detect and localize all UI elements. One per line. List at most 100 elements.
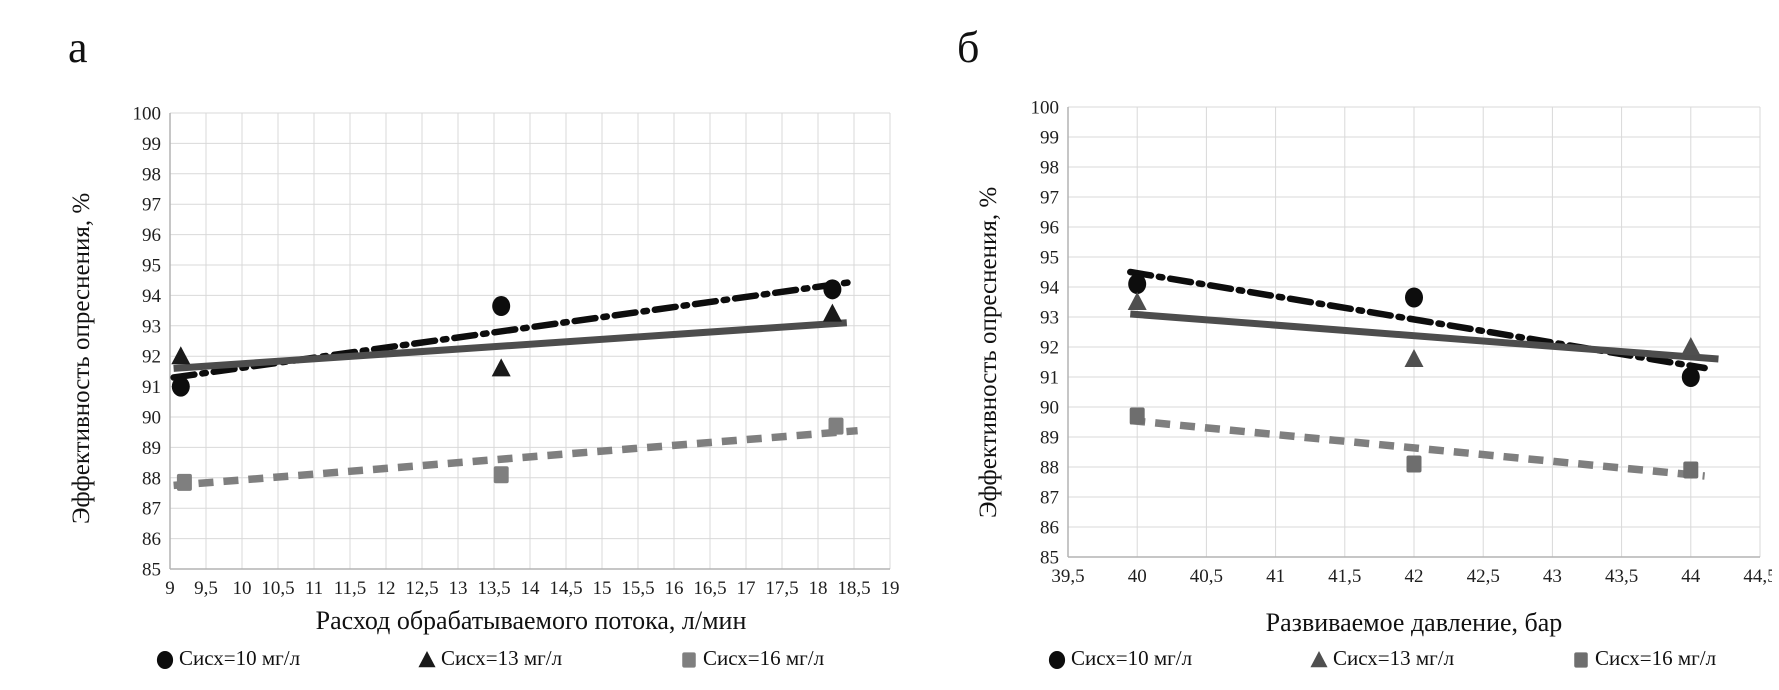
y-tick-label: 88 xyxy=(142,468,161,489)
legend-label: Сисх=10 мг/л xyxy=(179,646,301,670)
data-point-circle xyxy=(171,376,190,397)
data-point-circle xyxy=(492,296,511,317)
y-tick-label: 97 xyxy=(142,195,161,216)
y-tick-label: 85 xyxy=(142,560,161,581)
x-tick-label: 14 xyxy=(521,578,541,599)
legend-item: Сисх=16 мг/л xyxy=(677,646,824,671)
y-tick-label: 91 xyxy=(142,377,161,398)
data-point-circle xyxy=(1681,367,1700,387)
tick-labels: 85 86 87 88 89 90 91 92 93 94 95 96 97 98 99 100 9 9,5 10 1… xyxy=(133,105,900,599)
data-point-square xyxy=(1574,651,1588,668)
data-point-triangle xyxy=(491,358,511,377)
legend: Сисх=10 мг/л Сисх=13 мг/л Сисх=16 мг/л xyxy=(1045,646,1716,671)
x-tick-label: 43,5 xyxy=(1605,566,1638,587)
x-tick-label: 41 xyxy=(1266,566,1285,587)
data-point-circle xyxy=(1128,274,1147,294)
x-tick-label: 12 xyxy=(377,578,396,599)
y-tick-label: 98 xyxy=(1040,158,1059,179)
x-tick-label: 19 xyxy=(881,578,900,599)
data-point-square xyxy=(682,651,696,668)
y-tick-label: 87 xyxy=(142,499,161,520)
data-point-circle xyxy=(1048,650,1066,669)
x-tick-label: 13 xyxy=(449,578,468,599)
legend-label: Сисх=13 мг/л xyxy=(1333,646,1455,670)
legend-marker-square-icon xyxy=(1574,651,1588,668)
trendline-solid xyxy=(1130,310,1719,363)
trendline-dashed xyxy=(173,426,858,490)
y-tick-label: 93 xyxy=(1040,308,1059,329)
legend-label: Сисх=16 мг/л xyxy=(1595,646,1717,670)
plot-area: 85 86 87 88 89 90 91 92 93 94 95 96 97 98 99 100 9 9,5 10 1… xyxy=(133,105,900,599)
y-tick-label: 100 xyxy=(133,105,162,125)
x-tick-label: 11,5 xyxy=(334,578,367,599)
x-tick-label: 16,5 xyxy=(693,578,726,599)
y-tick-label: 94 xyxy=(1040,278,1060,299)
data-point-square xyxy=(493,466,509,484)
x-tick-label: 16 xyxy=(665,578,684,599)
legend-marker-circle-icon xyxy=(1048,650,1066,669)
trendline-dashed xyxy=(1129,416,1706,480)
x-tick-label: 44 xyxy=(1681,566,1701,587)
y-tick-label: 88 xyxy=(1040,458,1059,479)
y-tick-label: 92 xyxy=(142,347,161,368)
panel-label-a: а xyxy=(68,23,88,72)
y-tick-label: 85 xyxy=(1040,548,1059,569)
legend: Сисх=10 мг/л Сисх=13 мг/л Сисх=16 мг/л xyxy=(153,646,824,671)
x-tick-label: 42 xyxy=(1405,566,1424,587)
x-tick-label: 10 xyxy=(233,578,252,599)
legend-marker-triangle-icon xyxy=(1310,650,1328,667)
data-point-circle xyxy=(823,279,842,300)
x-tick-label: 39,5 xyxy=(1051,566,1084,587)
x-tick-label: 12,5 xyxy=(405,578,438,599)
y-tick-label: 99 xyxy=(1040,128,1059,149)
data-point-circle xyxy=(1405,287,1423,308)
x-tick-label: 40 xyxy=(1128,566,1147,587)
y-tick-label: 93 xyxy=(142,316,161,337)
x-tick-label: 11 xyxy=(305,578,323,599)
x-tick-label: 41,5 xyxy=(1328,566,1361,587)
x-tick-label: 15,5 xyxy=(621,578,654,599)
chart-panel-a: а Эффективность опреснения, % 85 86 87 88 89… xyxy=(60,23,928,690)
y-tick-label: 95 xyxy=(1040,248,1059,269)
figure-canvas: { "page": {"background": "#ffffff"}, "ch… xyxy=(68,23,1772,671)
legend-item: Сисх=10 мг/л xyxy=(1045,646,1307,671)
legend-marker-triangle-icon xyxy=(418,650,436,667)
legend-label: Сисх=16 мг/л xyxy=(703,646,825,670)
panel-label-b: б xyxy=(957,23,980,72)
x-tick-label: 40,5 xyxy=(1190,566,1223,587)
x-tick-label: 42,5 xyxy=(1467,566,1500,587)
data-point-square xyxy=(1129,407,1145,425)
x-tick-label: 14,5 xyxy=(549,578,582,599)
gridlines xyxy=(1067,106,1761,558)
y-tick-label: 86 xyxy=(1040,518,1059,539)
legend-item: Сисх=13 мг/л xyxy=(1307,646,1569,671)
data-point-square xyxy=(828,417,844,435)
legend-item: Сисх=13 мг/л xyxy=(415,646,677,671)
x-tick-label: 43 xyxy=(1543,566,1562,587)
y-tick-label: 100 xyxy=(1031,99,1060,119)
y-tick-label: 87 xyxy=(1040,488,1059,509)
x-tick-label: 44,5 xyxy=(1743,566,1772,587)
data-point-triangle xyxy=(1681,337,1701,355)
data-point-square xyxy=(1683,461,1699,479)
legend-marker-square-icon xyxy=(682,651,696,668)
y-tick-label: 97 xyxy=(1040,188,1059,209)
legend-item: Сисх=16 мг/л xyxy=(1569,646,1716,671)
x-axis-title: Развиваемое давление, бар xyxy=(1265,608,1563,637)
legend-item: Сисх=10 мг/л xyxy=(153,646,415,671)
y-tick-label: 96 xyxy=(142,225,161,246)
x-tick-label: 15 xyxy=(593,578,612,599)
data-point-square xyxy=(176,473,192,491)
x-tick-label: 9,5 xyxy=(194,578,218,599)
x-tick-label: 18 xyxy=(809,578,828,599)
data-point-circle xyxy=(156,650,174,669)
legend-marker-circle-icon xyxy=(156,650,174,669)
legend-label: Сисх=10 мг/л xyxy=(1071,646,1193,670)
legend-label: Сисх=13 мг/л xyxy=(441,646,563,670)
y-tick-label: 86 xyxy=(142,529,161,550)
y-tick-label: 95 xyxy=(142,256,161,277)
data-point-triangle xyxy=(171,346,191,365)
y-tick-label: 96 xyxy=(1040,218,1059,239)
y-tick-label: 91 xyxy=(1040,368,1059,389)
y-tick-label: 98 xyxy=(142,164,161,185)
